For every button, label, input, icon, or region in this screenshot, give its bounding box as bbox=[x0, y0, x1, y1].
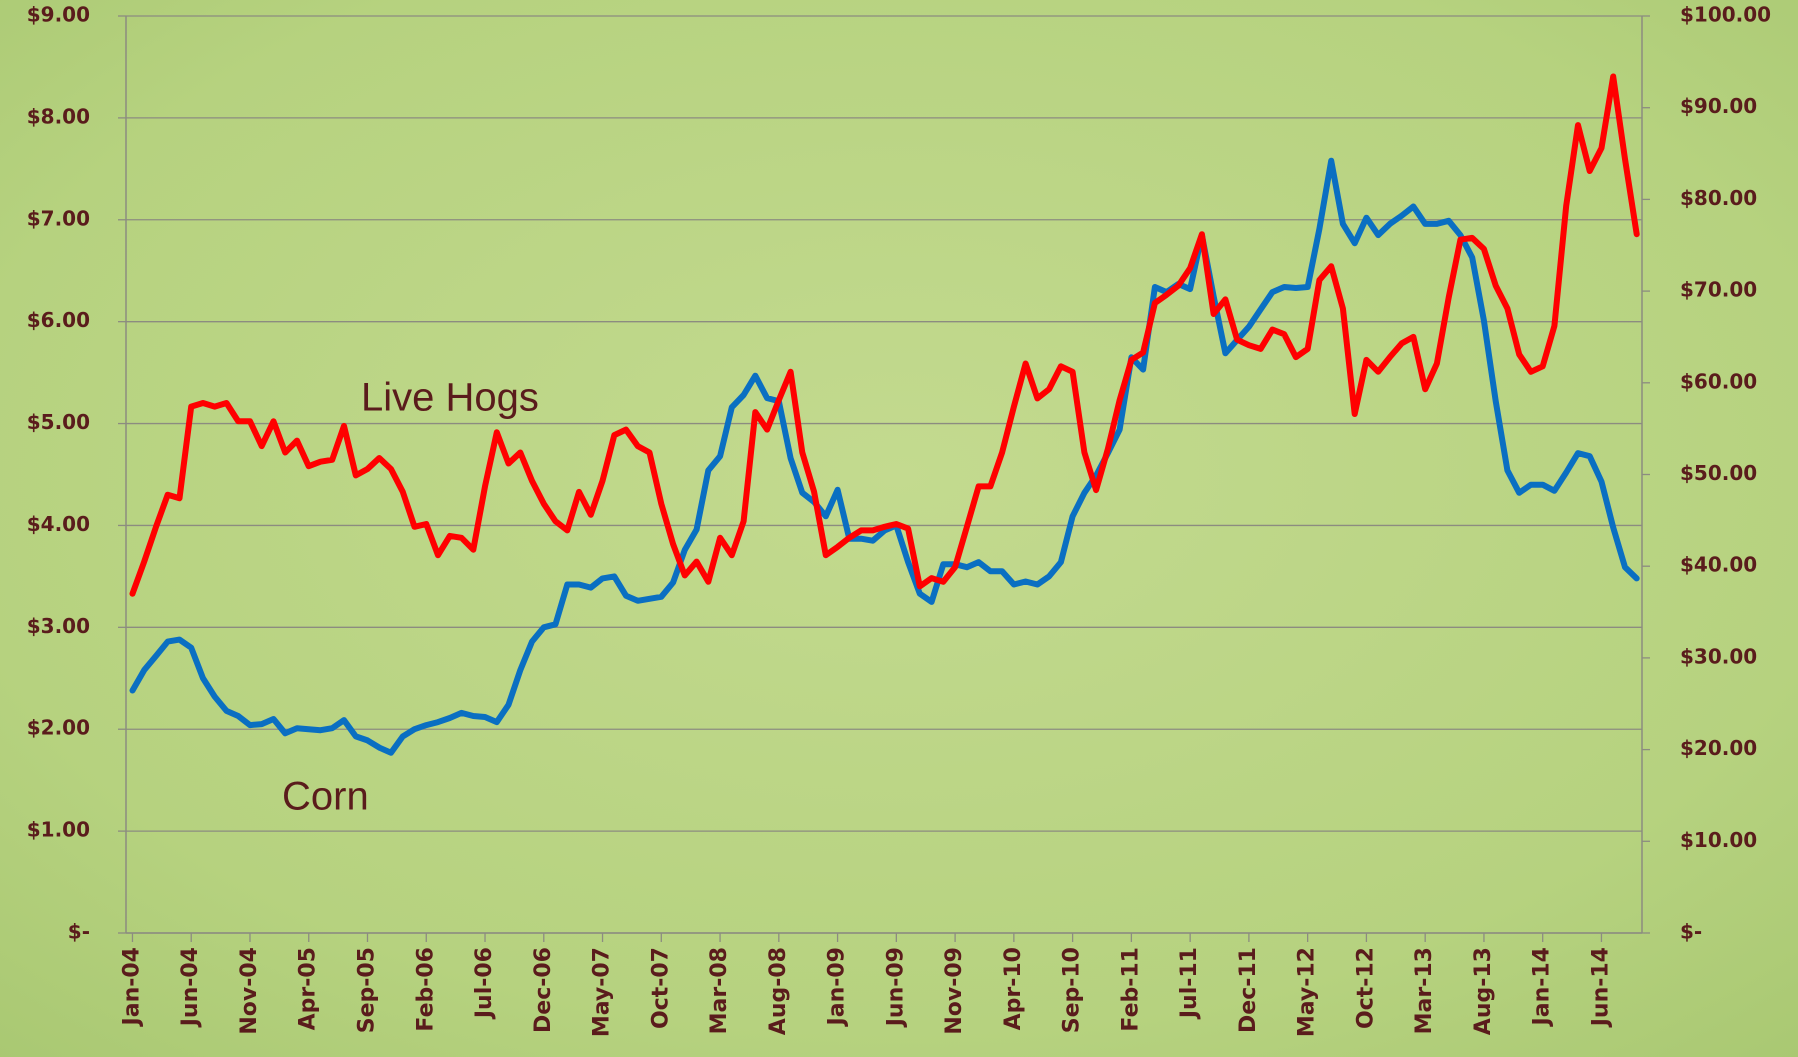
x-tick-label: Mar-08 bbox=[707, 947, 732, 1034]
x-tick-label: Jan-09 bbox=[825, 947, 850, 1027]
x-tick-label: Aug-13 bbox=[1471, 947, 1496, 1035]
y-tick-label: $8.00 bbox=[27, 104, 90, 128]
x-tick-label: Feb-11 bbox=[1118, 947, 1143, 1032]
y-tick-label: $6.00 bbox=[27, 308, 90, 332]
x-tick-label: Nov-09 bbox=[942, 947, 967, 1035]
x-tick-label: Aug-08 bbox=[766, 947, 791, 1035]
y-tick-label: $4.00 bbox=[27, 512, 90, 536]
x-tick-label: Dec-11 bbox=[1236, 947, 1261, 1033]
y-tick-label: $5.00 bbox=[27, 410, 90, 434]
x-tick-label: Sep-10 bbox=[1060, 947, 1085, 1033]
x-tick-label: Mar-13 bbox=[1412, 947, 1437, 1034]
x-tick-label: Dec-06 bbox=[531, 947, 556, 1033]
y2-tick-label: $100.00 bbox=[1680, 3, 1771, 27]
x-tick-label: Oct-12 bbox=[1353, 947, 1378, 1029]
x-tick-label: May-07 bbox=[590, 947, 615, 1037]
y-tick-label: $3.00 bbox=[27, 614, 90, 638]
y2-tick-label: $80.00 bbox=[1680, 186, 1757, 210]
series-label: Live Hogs bbox=[361, 376, 539, 420]
series-line bbox=[129, 157, 1640, 756]
y2-tick-label: $10.00 bbox=[1680, 828, 1757, 852]
x-tick-label: Feb-06 bbox=[413, 947, 438, 1032]
x-tick-label: Apr-05 bbox=[296, 947, 321, 1030]
y-tick-label: $- bbox=[68, 920, 90, 944]
series-label: Corn bbox=[282, 775, 369, 819]
y2-tick-label: $40.00 bbox=[1680, 553, 1757, 577]
y-tick-label: $7.00 bbox=[27, 206, 90, 230]
x-tick-label: Jun-14 bbox=[1588, 947, 1613, 1028]
x-tick-label: Jun-09 bbox=[883, 947, 908, 1028]
x-tick-label: Jul-11 bbox=[1177, 947, 1202, 1020]
x-tick-label: May-12 bbox=[1295, 947, 1320, 1037]
y-tick-label: $9.00 bbox=[27, 3, 90, 27]
y2-tick-label: $90.00 bbox=[1680, 94, 1757, 118]
x-tick-label: Jun-04 bbox=[178, 947, 203, 1028]
x-tick-label: Sep-05 bbox=[355, 947, 380, 1033]
y2-tick-label: $30.00 bbox=[1680, 644, 1757, 668]
y2-tick-label: $70.00 bbox=[1680, 278, 1757, 302]
y2-tick-label: $60.00 bbox=[1680, 369, 1757, 393]
y2-tick-label: $20.00 bbox=[1680, 736, 1757, 760]
x-tick-label: Oct-07 bbox=[648, 947, 673, 1029]
x-tick-label: Jan-04 bbox=[119, 947, 144, 1027]
y2-tick-label: $- bbox=[1680, 920, 1702, 944]
x-tick-label: Jul-06 bbox=[472, 947, 497, 1020]
x-tick-label: Jan-14 bbox=[1530, 947, 1555, 1027]
x-tick-label: Apr-10 bbox=[1001, 947, 1026, 1030]
series-line bbox=[129, 73, 1640, 597]
y-tick-label: $2.00 bbox=[27, 716, 90, 740]
x-tick-label: Nov-04 bbox=[237, 947, 262, 1035]
y-tick-label: $1.00 bbox=[27, 818, 90, 842]
y2-tick-label: $50.00 bbox=[1680, 461, 1757, 485]
